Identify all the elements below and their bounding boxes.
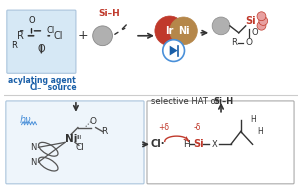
Circle shape: [212, 17, 230, 35]
Text: O: O: [245, 38, 252, 47]
Text: Cl: Cl: [75, 143, 84, 152]
Text: hν: hν: [20, 115, 31, 125]
Text: acylating agent: acylating agent: [7, 76, 75, 85]
Text: +δ: +δ: [158, 123, 169, 132]
FancyBboxPatch shape: [7, 10, 76, 73]
Text: N: N: [30, 143, 37, 152]
Text: Si: Si: [193, 139, 204, 149]
Text: source: source: [45, 83, 77, 92]
Text: Ni: Ni: [65, 134, 77, 144]
Circle shape: [93, 26, 112, 46]
Text: H: H: [251, 115, 257, 124]
Circle shape: [170, 17, 197, 45]
Text: Ni: Ni: [178, 26, 189, 36]
Circle shape: [163, 40, 184, 61]
FancyBboxPatch shape: [6, 101, 144, 184]
Text: Cl: Cl: [53, 31, 63, 41]
Text: H: H: [257, 127, 263, 136]
Text: R: R: [101, 127, 108, 136]
Circle shape: [155, 16, 184, 46]
Text: R: R: [17, 31, 24, 41]
Text: Cl: Cl: [46, 26, 54, 35]
Circle shape: [259, 16, 268, 25]
Text: H: H: [183, 140, 190, 149]
Text: -δ: -δ: [194, 123, 201, 132]
Polygon shape: [170, 46, 178, 56]
Text: R: R: [11, 41, 17, 50]
Text: selective HAT of: selective HAT of: [151, 97, 222, 106]
Text: O: O: [38, 44, 45, 54]
Text: +: +: [77, 29, 88, 42]
FancyBboxPatch shape: [147, 101, 294, 184]
Text: Ir: Ir: [165, 26, 174, 36]
Text: III: III: [76, 135, 82, 140]
Text: Cl·: Cl·: [150, 139, 165, 149]
Text: Si: Si: [245, 16, 256, 26]
Text: R: R: [231, 38, 237, 47]
Text: O: O: [89, 117, 96, 126]
Text: X: X: [212, 140, 218, 149]
Text: −: −: [37, 85, 41, 90]
Text: Si–H: Si–H: [99, 9, 120, 18]
Circle shape: [257, 12, 266, 21]
Text: O: O: [28, 16, 35, 26]
Text: O: O: [251, 28, 258, 37]
Circle shape: [257, 21, 266, 30]
Text: Si–H: Si–H: [213, 97, 233, 106]
Text: Cl: Cl: [30, 83, 38, 92]
Text: N: N: [30, 158, 37, 167]
